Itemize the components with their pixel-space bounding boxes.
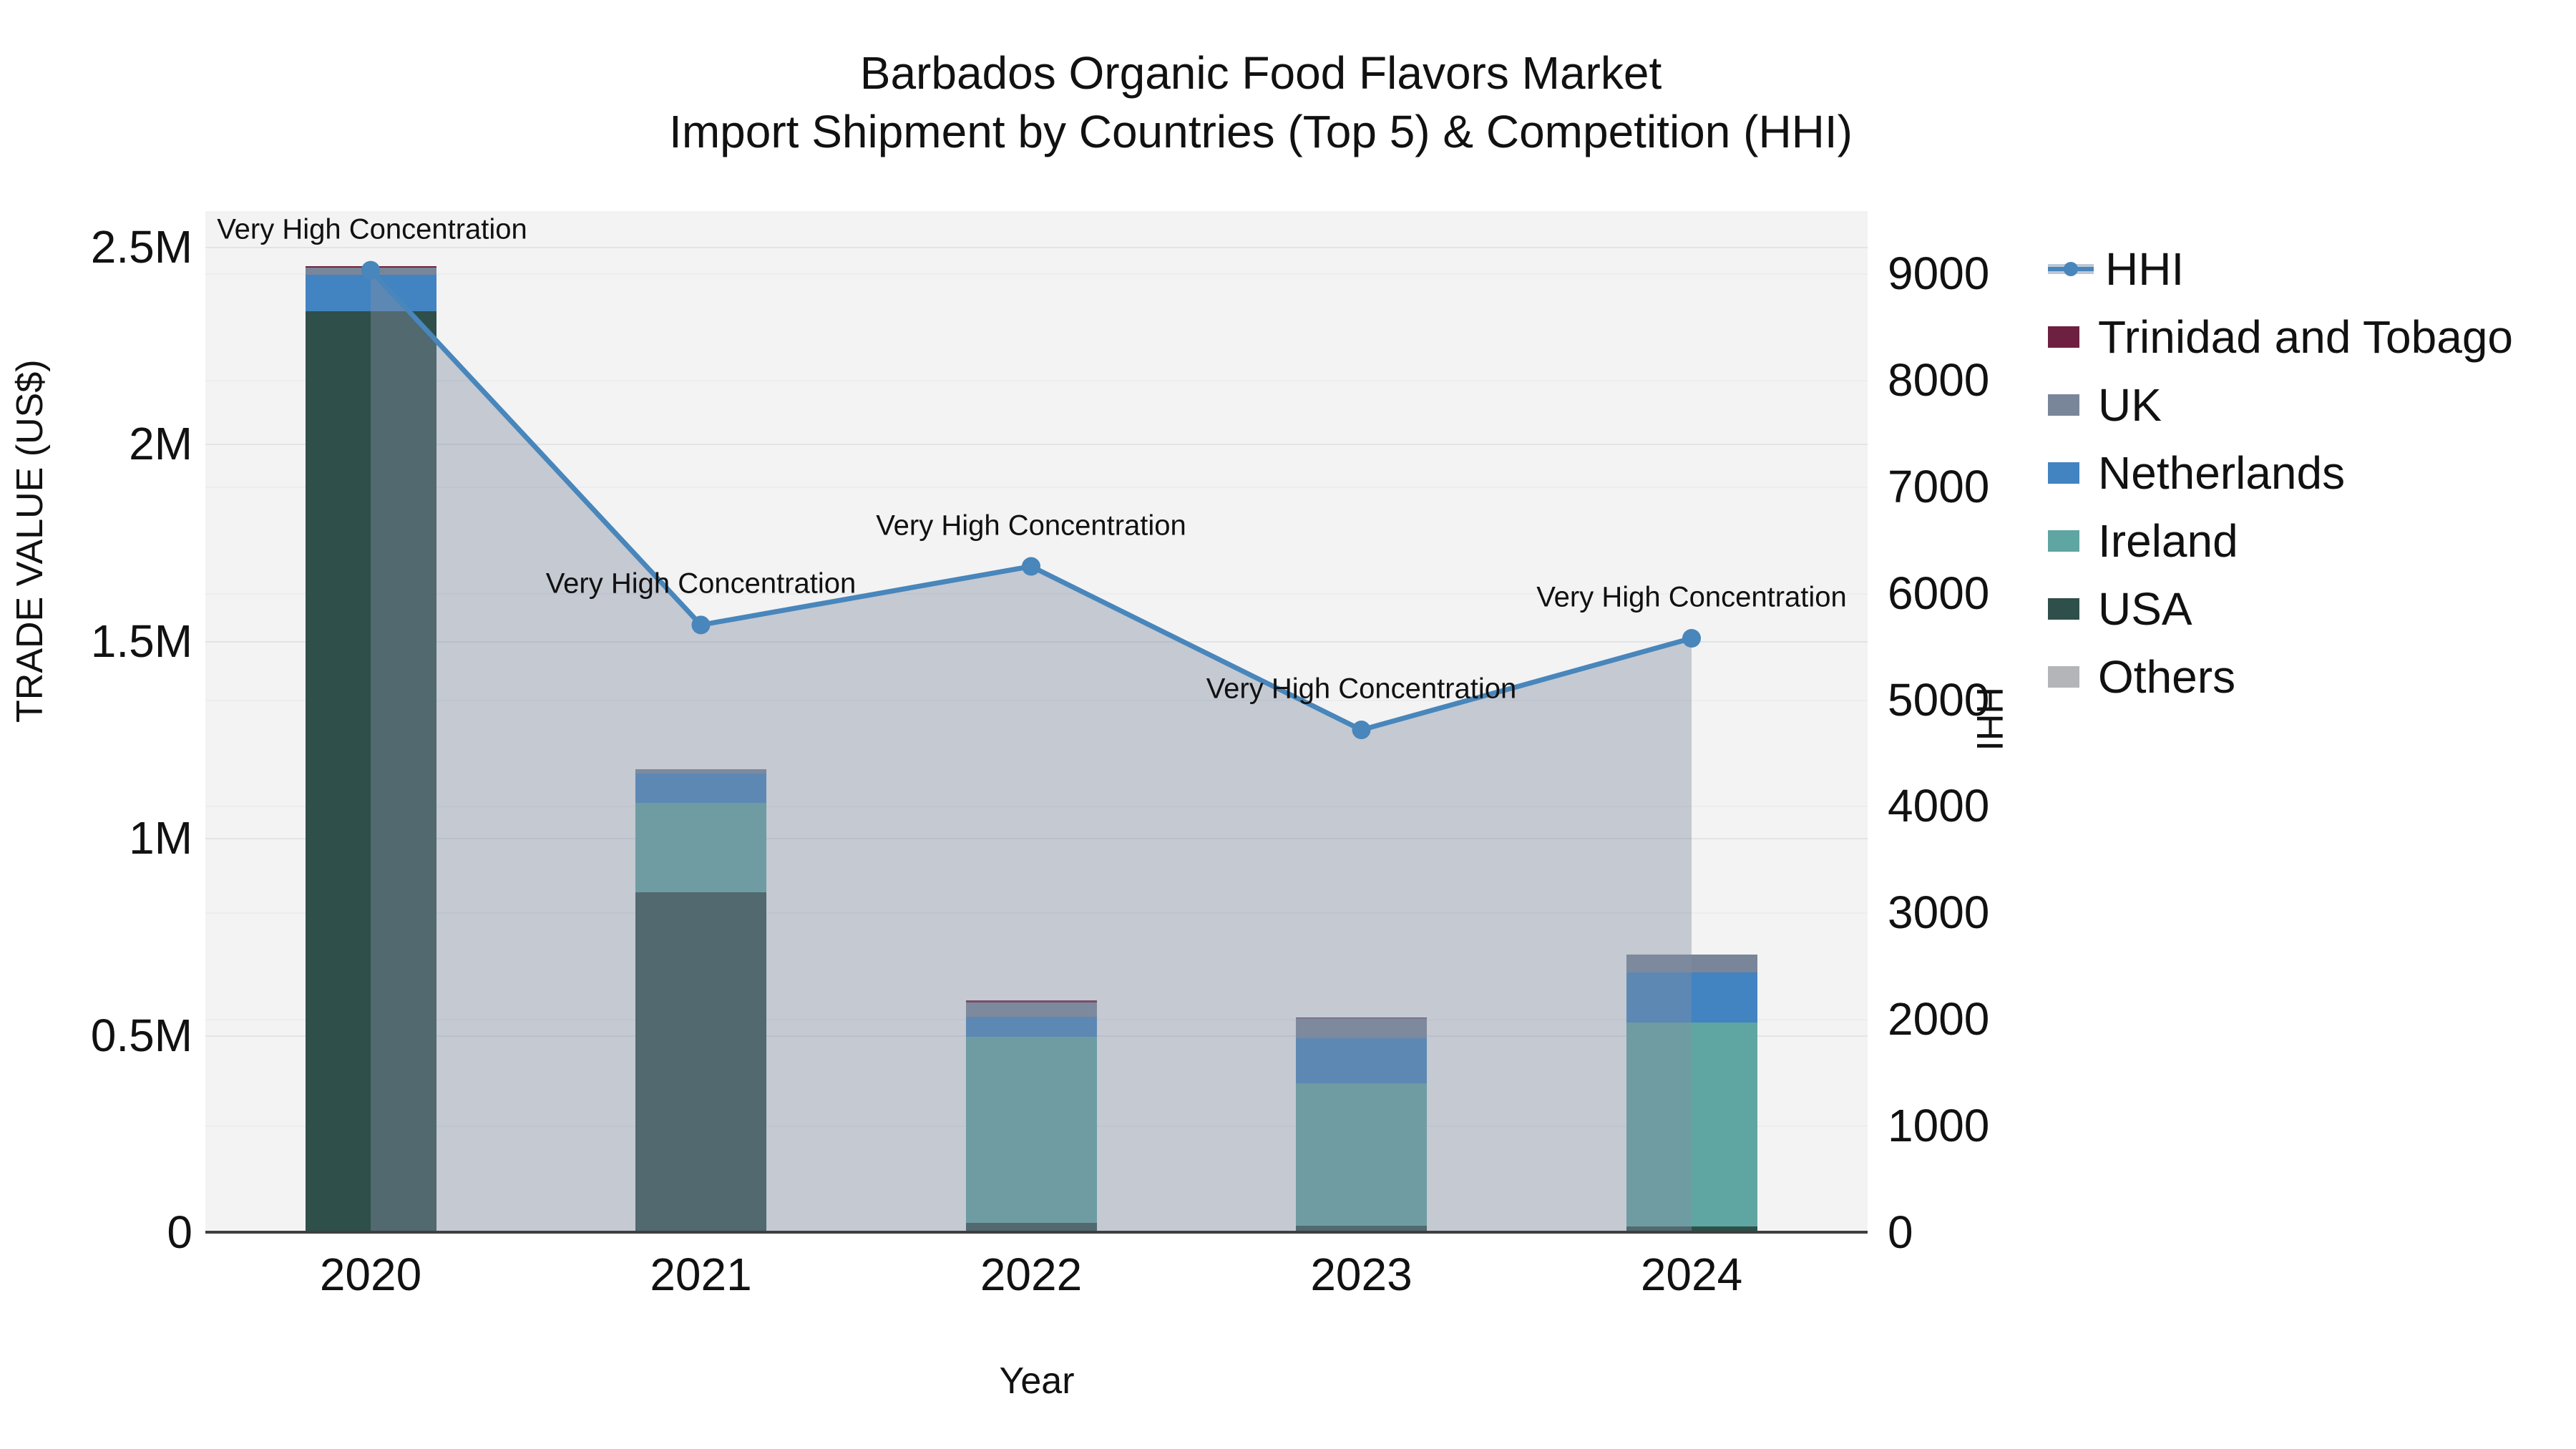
y-right-tick-4000: 4000 bbox=[1888, 780, 1990, 832]
legend-item-netherlands[interactable]: Netherlands bbox=[2048, 439, 2513, 507]
gridline-left-1M bbox=[205, 838, 1868, 840]
bar-segment-uk-2021[interactable] bbox=[635, 769, 766, 774]
gridline-right-4000 bbox=[205, 806, 1868, 808]
legend-swatch-icon bbox=[2048, 665, 2079, 688]
plot-area bbox=[205, 211, 1868, 1232]
y-right-tick-1000: 1000 bbox=[1888, 1100, 1990, 1152]
bar-segment-uk-2022[interactable] bbox=[965, 1002, 1097, 1017]
bar-segment-trinidad-and-tobago-2023[interactable] bbox=[1296, 1017, 1427, 1019]
bar-segment-netherlands-2023[interactable] bbox=[1296, 1038, 1427, 1084]
bar-segment-usa-2023[interactable] bbox=[1296, 1226, 1427, 1232]
x-axis-title: Year bbox=[999, 1360, 1075, 1402]
y-right-tick-6000: 6000 bbox=[1888, 567, 1990, 619]
bar-segment-netherlands-2021[interactable] bbox=[635, 774, 766, 803]
bar-segment-usa-2022[interactable] bbox=[965, 1222, 1097, 1232]
hhi-marker-2020[interactable] bbox=[361, 260, 380, 280]
bar-segment-netherlands-2020[interactable] bbox=[305, 274, 436, 312]
annotation-2020: Very High Concentration bbox=[217, 213, 527, 245]
hhi-line-chart bbox=[361, 260, 1701, 1232]
y-right-tick-0: 0 bbox=[1888, 1206, 1913, 1258]
gridline-right-9000 bbox=[205, 273, 1868, 275]
legend-label: Trinidad and Tobago bbox=[2098, 311, 2513, 363]
gridline-left-2M bbox=[205, 444, 1868, 446]
chart-title: Barbados Organic Food Flavors Market Imp… bbox=[669, 44, 1853, 162]
x-tick-2023: 2023 bbox=[1310, 1249, 1413, 1300]
gridline-right-3000 bbox=[205, 912, 1868, 914]
y-right-tick-2000: 2000 bbox=[1888, 993, 1990, 1045]
y-left-tick-0.5M: 0.5M bbox=[90, 1009, 192, 1061]
bar-segment-netherlands-2024[interactable] bbox=[1626, 972, 1757, 1023]
legend-item-others[interactable]: Others bbox=[2048, 643, 2513, 711]
y-left-tick-2.5M: 2.5M bbox=[90, 220, 192, 273]
hhi-marker-2023[interactable] bbox=[1352, 721, 1371, 740]
legend-item-hhi[interactable]: HHI bbox=[2048, 235, 2513, 303]
y-right-tick-7000: 7000 bbox=[1888, 460, 1990, 512]
bar-segment-ireland-2023[interactable] bbox=[1296, 1083, 1427, 1226]
y-axis-left-title: TRADE VALUE (US$) bbox=[9, 359, 51, 723]
hhi-legend-line-icon bbox=[2048, 258, 2094, 280]
legend-swatch-icon bbox=[2048, 462, 2079, 484]
annotation-2021: Very High Concentration bbox=[545, 567, 857, 600]
bar-segment-usa-2024[interactable] bbox=[1626, 1226, 1757, 1232]
y-left-tick-0: 0 bbox=[167, 1206, 192, 1258]
legend-label: UK bbox=[2098, 379, 2162, 431]
gridline-right-6000 bbox=[205, 592, 1868, 595]
legend-swatch-icon bbox=[2048, 530, 2079, 552]
y-right-tick-9000: 9000 bbox=[1888, 248, 1990, 300]
hhi-marker-2021[interactable] bbox=[691, 615, 711, 635]
legend-item-uk[interactable]: UK bbox=[2048, 371, 2513, 439]
bar-segment-usa-2021[interactable] bbox=[635, 892, 766, 1232]
x-tick-2021: 2021 bbox=[650, 1249, 752, 1300]
y-axis-right-title: HHI bbox=[1968, 687, 2010, 751]
bar-segment-ireland-2024[interactable] bbox=[1626, 1022, 1757, 1226]
x-tick-2020: 2020 bbox=[319, 1249, 422, 1300]
legend-swatch-icon bbox=[2048, 394, 2079, 416]
legend-swatch-icon bbox=[2048, 326, 2079, 348]
gridline-right-8000 bbox=[205, 379, 1868, 381]
hhi-marker-2024[interactable] bbox=[1682, 629, 1701, 648]
y-left-tick-2M: 2M bbox=[129, 418, 192, 470]
legend-item-trinidad-and-tobago[interactable]: Trinidad and Tobago bbox=[2048, 303, 2513, 371]
annotation-2022: Very High Concentration bbox=[876, 509, 1186, 541]
hhi-area-fill bbox=[371, 270, 1692, 1232]
legend-item-usa[interactable]: USA bbox=[2048, 575, 2513, 643]
bar-segment-netherlands-2022[interactable] bbox=[965, 1016, 1097, 1037]
chart-title-line1: Barbados Organic Food Flavors Market bbox=[859, 47, 1662, 99]
legend-label: USA bbox=[2098, 582, 2192, 635]
y-left-tick-1M: 1M bbox=[129, 812, 192, 864]
legend-label: Others bbox=[2098, 650, 2236, 703]
x-axis-line bbox=[205, 1231, 1868, 1234]
legend-label: Netherlands bbox=[2098, 447, 2346, 499]
hhi-marker-2022[interactable] bbox=[1022, 557, 1040, 576]
y-right-tick-3000: 3000 bbox=[1888, 887, 1990, 939]
bar-segment-trinidad-and-tobago-2022[interactable] bbox=[965, 1000, 1097, 1002]
chart-title-line2: Import Shipment by Countries (Top 5) & C… bbox=[669, 105, 1853, 157]
y-right-tick-5000: 5000 bbox=[1888, 673, 1990, 726]
gridline-left-1.5M bbox=[205, 640, 1868, 643]
y-left-tick-1.5M: 1.5M bbox=[90, 615, 192, 667]
bar-segment-usa-2020[interactable] bbox=[305, 311, 436, 1232]
x-tick-2022: 2022 bbox=[980, 1249, 1083, 1300]
bar-segment-ireland-2022[interactable] bbox=[965, 1036, 1097, 1223]
annotation-2023: Very High Concentration bbox=[1206, 673, 1517, 705]
gridline-right-5000 bbox=[205, 699, 1868, 701]
gridline-left-2.5M bbox=[205, 246, 1868, 248]
y-right-tick-8000: 8000 bbox=[1888, 353, 1990, 406]
bar-segment-uk-2023[interactable] bbox=[1296, 1018, 1427, 1039]
bar-segment-ireland-2021[interactable] bbox=[635, 802, 766, 893]
x-tick-2024: 2024 bbox=[1640, 1249, 1743, 1300]
legend-label: Ireland bbox=[2098, 514, 2238, 567]
gridline-right-7000 bbox=[205, 486, 1868, 488]
legend: HHI Trinidad and Tobago UK Netherlands Irela… bbox=[2048, 235, 2513, 711]
annotation-2024: Very High Concentration bbox=[1536, 581, 1847, 613]
legend-label: HHI bbox=[2105, 243, 2185, 295]
bar-segment-uk-2024[interactable] bbox=[1626, 955, 1757, 972]
legend-swatch-icon bbox=[2048, 597, 2079, 620]
legend-item-ireland[interactable]: Ireland bbox=[2048, 507, 2513, 575]
